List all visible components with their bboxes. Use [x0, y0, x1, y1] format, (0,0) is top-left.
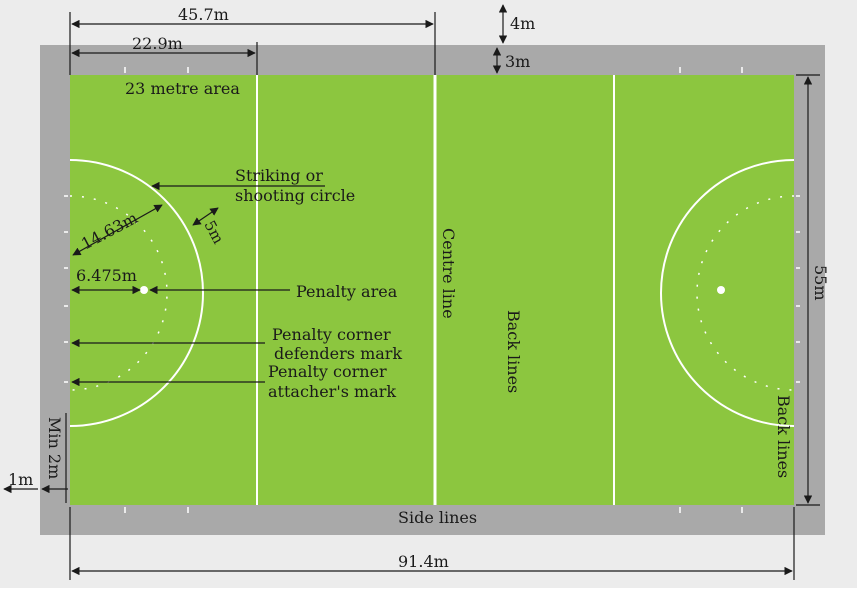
field-lines [69, 75, 795, 505]
label-side-lines: Side lines [398, 508, 477, 527]
label-defenders-1: Penalty corner [272, 325, 391, 344]
label-back-lines-mid: Back lines [504, 310, 523, 393]
right-shooting-circle [660, 159, 795, 427]
label-centre-line: Centre line [439, 228, 458, 319]
dim-5m-line [192, 207, 219, 226]
label-min-2m: Min 2m [45, 417, 64, 479]
label-penalty-area: Penalty area [296, 282, 398, 301]
border-ticks [64, 67, 800, 513]
label-striking-2: shooting circle [235, 186, 355, 205]
label-4m: 4m [510, 14, 535, 33]
left-penalty-spot [140, 286, 148, 294]
label-attacker-2: attacher's mark [268, 382, 396, 401]
right-penalty-spot [717, 286, 725, 294]
label-6-475m: 6.475m [76, 266, 137, 285]
label-attacker-1: Penalty corner [268, 362, 387, 381]
label-striking-1: Striking or [235, 166, 323, 185]
radius-line [72, 204, 163, 256]
label-23-metre-area: 23 metre area [125, 79, 240, 98]
label-back-lines-right: Back lines [774, 395, 793, 478]
label-55m: 55m [811, 265, 830, 301]
label-1m: 1m [8, 470, 33, 489]
label-45-7m: 45.7m [178, 5, 229, 24]
label-91-4m: 91.4m [398, 552, 449, 571]
left-shooting-circle [69, 159, 204, 427]
dimension-lines [3, 4, 820, 580]
label-defenders-2: defenders mark [274, 344, 402, 363]
label-22-9m: 22.9m [132, 34, 183, 53]
label-3m: 3m [505, 52, 530, 71]
